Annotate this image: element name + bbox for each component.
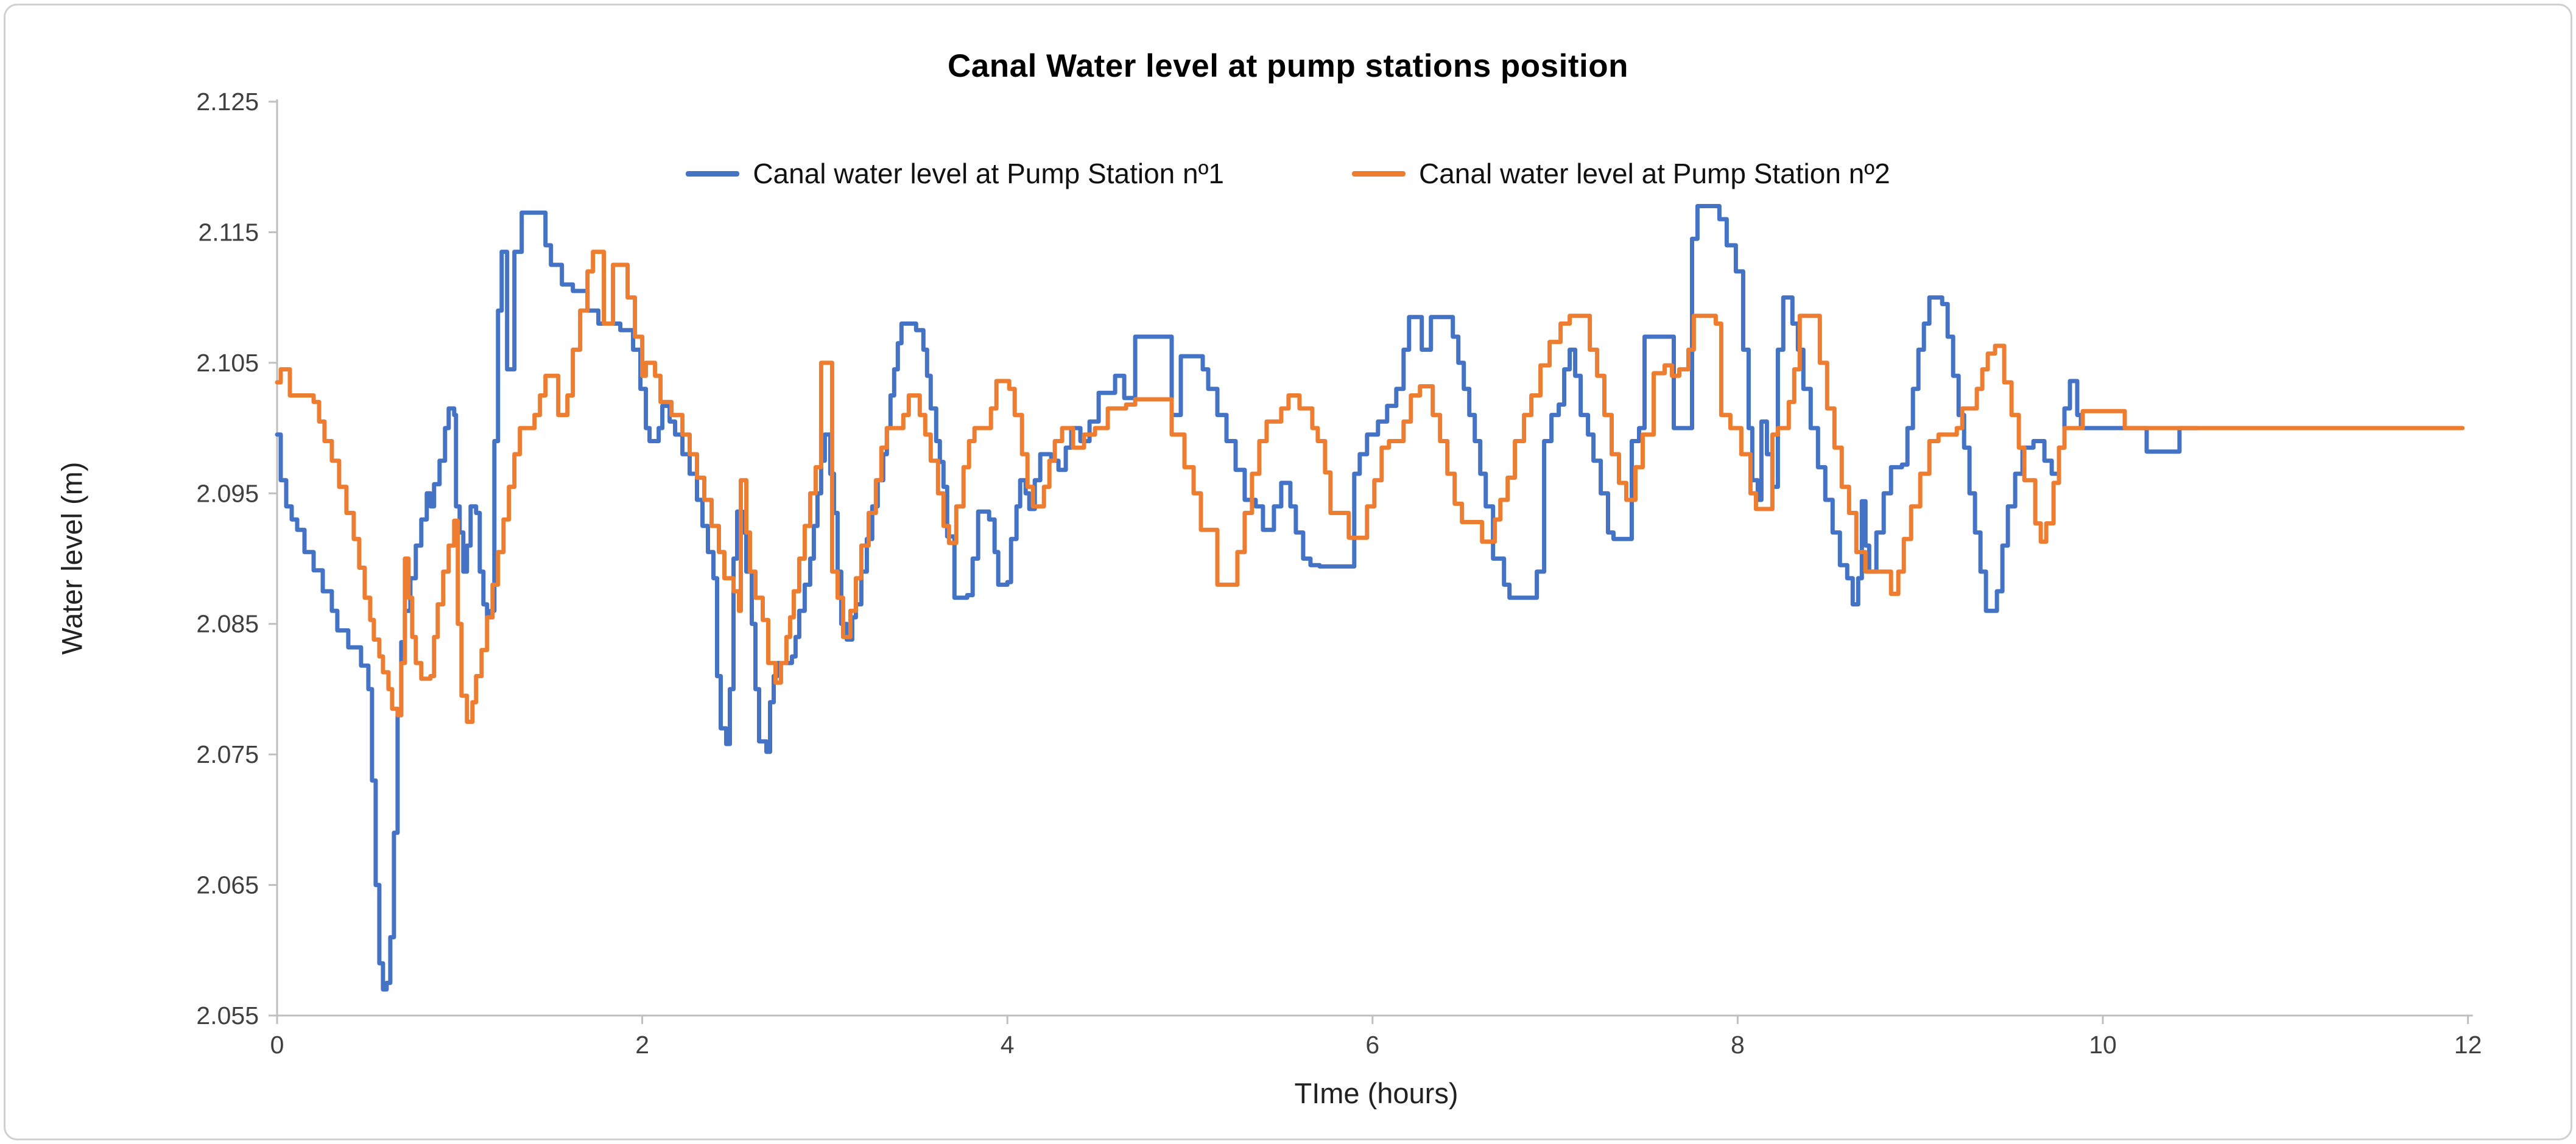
legend-swatch-station1 bbox=[686, 170, 740, 177]
x-axis-title: TIme (hours) bbox=[1294, 1077, 1459, 1109]
x-axis-tick-label: 8 bbox=[1731, 1031, 1745, 1059]
legend-label-station2: Canal water level at Pump Station nº2 bbox=[1419, 158, 1890, 189]
y-axis-tick-label: 2.065 bbox=[196, 871, 259, 899]
y-axis-tick-label: 2.115 bbox=[198, 218, 259, 246]
legend-swatch-station2 bbox=[1352, 170, 1406, 177]
y-axis-tick-label: 2.105 bbox=[196, 349, 259, 377]
y-axis-tick-label: 2.095 bbox=[196, 479, 259, 507]
x-axis-tick-label: 10 bbox=[2089, 1031, 2117, 1059]
series-line-station2 bbox=[275, 250, 2465, 724]
y-axis-tick-label: 2.075 bbox=[196, 740, 259, 768]
x-axis-tick-label: 12 bbox=[2454, 1031, 2482, 1059]
x-axis-tick-label: 2 bbox=[635, 1031, 649, 1059]
legend-label-station1: Canal water level at Pump Station nº1 bbox=[753, 158, 1224, 189]
y-axis-tick-label: 2.055 bbox=[196, 1002, 259, 1030]
y-axis-tick-label: 2.085 bbox=[196, 610, 259, 638]
x-axis-tick-label: 0 bbox=[270, 1031, 284, 1059]
chart-title: Canal Water level at pump stations posit… bbox=[948, 48, 1628, 84]
x-axis-tick-label: 6 bbox=[1365, 1031, 1379, 1059]
legend-item-station1: Canal water level at Pump Station nº1 bbox=[686, 157, 1224, 190]
series-line-station1 bbox=[275, 204, 2200, 992]
screenshot-frame bbox=[4, 4, 2572, 1140]
chart-legend: Canal water level at Pump Station nº1 Ca… bbox=[0, 157, 2576, 190]
y-axis-tick-label: 2.125 bbox=[196, 88, 259, 116]
legend-item-station2: Canal water level at Pump Station nº2 bbox=[1352, 157, 1890, 190]
x-axis-tick-label: 4 bbox=[1001, 1031, 1015, 1059]
